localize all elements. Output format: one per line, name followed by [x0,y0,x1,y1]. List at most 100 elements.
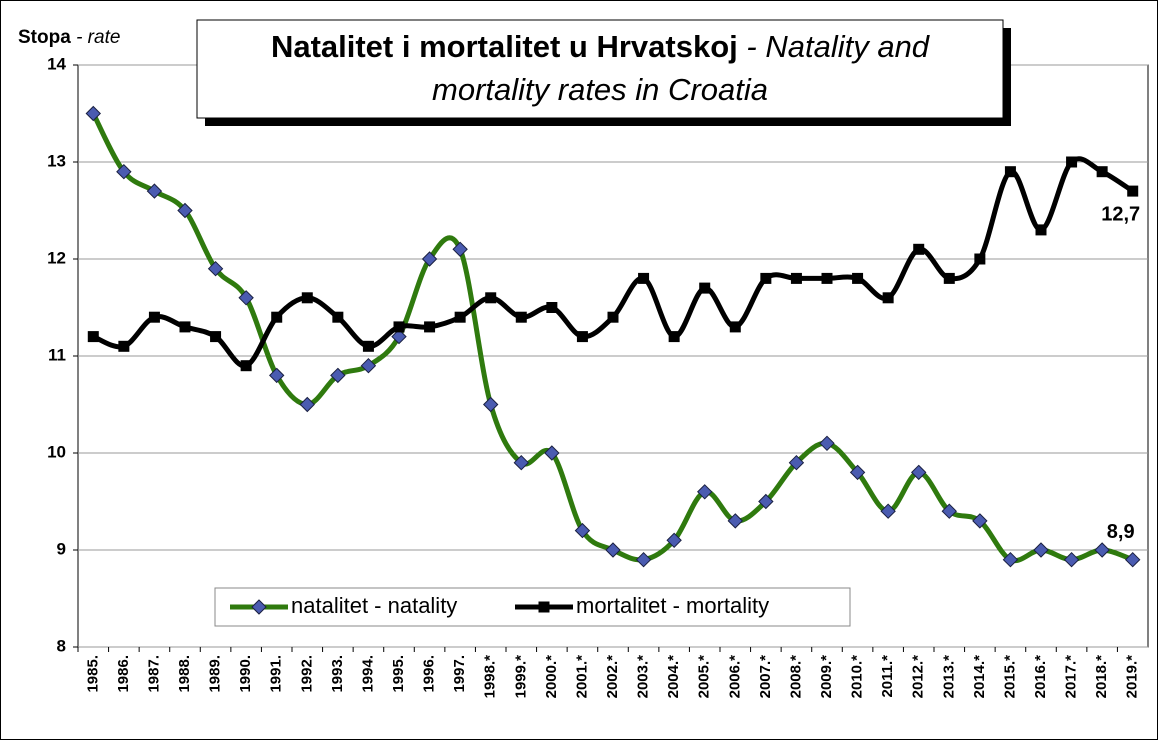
x-tick-label: 2019.* [1124,655,1141,699]
y-axis-label: Stopa - rate [18,27,120,48]
marker [668,331,680,343]
x-tick-label: 1985. [84,655,101,693]
x-tick-label: 1989. [207,655,224,693]
marker [330,367,346,384]
chart-title: Natalitet i mortalitet u Hrvatskoj - Nat… [271,29,931,64]
marker [1033,542,1049,558]
marker [666,532,682,549]
marker [760,272,772,284]
x-tick-label: 1996. [421,655,438,693]
marker [727,513,743,529]
subtitle-line: - Natality and [746,29,930,64]
marker [515,311,527,323]
x-tick-label: 2003.* [635,655,652,699]
x-tick-label: 2010.* [849,655,866,699]
marker [638,272,650,284]
marker [852,272,864,284]
marker [1063,551,1080,568]
marker [362,340,374,352]
marker [483,396,499,413]
x-tick-label: 1986. [115,655,132,693]
x-tick-label: 1997. [451,655,468,693]
marker [116,163,132,180]
marker [821,272,833,284]
x-tick-label: 1995. [390,655,407,693]
marker [1096,166,1108,178]
marker [1002,551,1019,568]
marker [454,311,466,323]
x-tick-label: 2009.* [818,655,835,699]
x-tick-label: 2018.* [1093,655,1110,699]
x-tick-label: 1991. [268,655,285,693]
x-tick-label: 1994. [359,655,376,693]
x-tick-label: 1999.* [512,655,529,699]
marker [301,292,313,304]
marker [1127,185,1139,197]
marker [697,484,713,500]
x-tick-label: 2012.* [910,655,927,699]
legend-label: mortalitet - mortality [576,593,769,618]
marker [207,260,224,277]
x-tick-label: 2015.* [1001,655,1018,699]
legend-box [214,587,851,627]
marker [177,202,193,219]
marker [729,321,741,333]
marker [179,321,191,333]
marker [849,464,866,481]
marker [146,183,163,199]
x-tick-label: 2000.* [543,655,560,699]
x-tick-label: 2013.* [940,655,957,699]
marker [974,253,986,265]
y-label-main: Stopa [18,27,71,48]
x-tick-label: 2014.* [971,655,988,699]
marker [576,331,588,343]
marker [546,302,558,313]
marker [882,292,894,304]
x-tick-label: 1993. [329,655,346,693]
y-tick-label: 14 [47,54,66,73]
y-tick-label: 10 [47,442,66,461]
marker [513,454,529,471]
marker [210,331,222,343]
marker [699,282,711,294]
x-tick-label: 2016.* [1032,655,1049,699]
marker [271,311,283,323]
title-main: Natalitet i mortalitet u Hrvatskoj [271,29,738,64]
marker [544,445,560,461]
y-tick-label: 13 [47,151,66,170]
marker [913,243,925,255]
marker [790,272,802,284]
marker [299,396,315,413]
y-tick-label: 11 [48,345,66,364]
marker [452,241,468,258]
x-tick-label: 2006.* [726,655,743,699]
x-tick-label: 2004.* [665,655,682,699]
marker [880,503,896,519]
marker [635,551,652,568]
marker [758,493,774,510]
y-label-en: - rate [76,27,120,48]
marker [240,360,252,372]
marker [941,503,957,519]
subtitle-line: mortality rates in Croatia [432,72,768,107]
marker [1066,156,1078,168]
marker [424,321,436,333]
x-tick-label: 2011.* [879,655,896,698]
marker [87,331,99,343]
marker [148,311,160,323]
marker [421,251,438,267]
marker [788,454,805,471]
x-tick-label: 2005.* [696,655,713,699]
y-tick-label: 8 [57,636,66,655]
marker [607,311,619,323]
marker [85,105,101,122]
marker [574,522,591,539]
marker [1125,551,1141,568]
marker [269,367,285,384]
marker [605,542,621,558]
marker [972,513,988,529]
marker [251,599,267,615]
x-tick-label: 2007.* [757,655,774,699]
y-tick-label: 12 [47,248,66,267]
